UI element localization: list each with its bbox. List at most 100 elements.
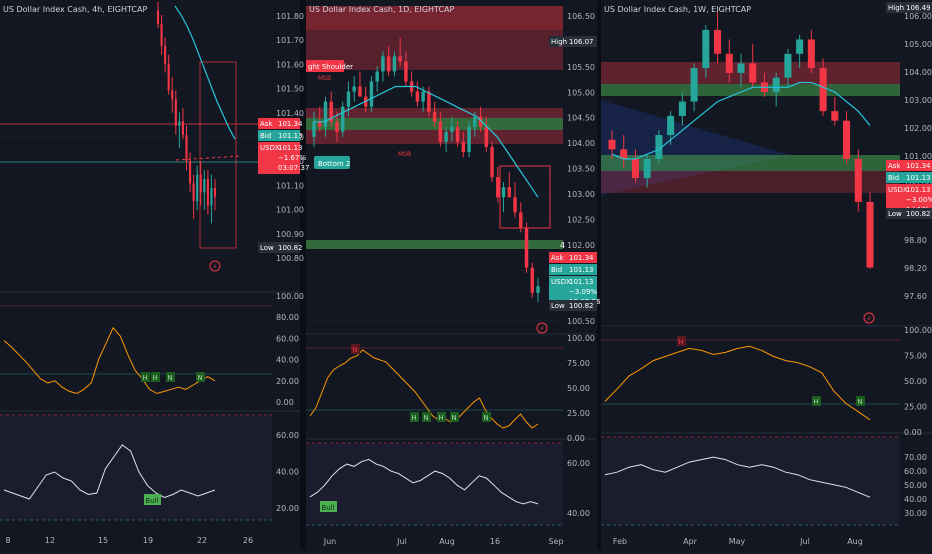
candle-body [206, 179, 209, 206]
bull-signal-label: Bull [321, 504, 334, 512]
price-tag-value: 100.82 [278, 244, 303, 252]
time-tick-label: Aug [847, 537, 863, 546]
price-tag-low [886, 208, 932, 219]
price-tag-bid [258, 130, 300, 141]
osc-tick-label: 50.00 [904, 377, 927, 386]
candle-body [174, 99, 177, 126]
candle-body [831, 111, 839, 121]
candle-body [381, 56, 385, 72]
candle-body [178, 121, 181, 126]
price-tick-label: 101.40 [276, 109, 304, 118]
candle-body [455, 126, 460, 142]
lightning-icon[interactable] [209, 260, 221, 272]
rsi-line [604, 456, 871, 498]
price-tick-label: 101.50 [276, 85, 304, 94]
candle-body [496, 177, 500, 198]
candle-body [369, 81, 374, 107]
divergence-marker-label: H [678, 338, 683, 346]
divergence-marker-label: N [423, 414, 428, 422]
panel-divider [597, 0, 601, 550]
candle-body [185, 134, 188, 162]
candle-body [467, 126, 471, 152]
price-tick-label: 100.90 [276, 230, 304, 239]
range-box [199, 61, 237, 249]
chart-title: US Dollar Index Cash, 1D, EIGHTCAP [309, 5, 455, 14]
time-tick-label: Sep [548, 537, 563, 546]
rsi-band [306, 443, 563, 525]
candle-body [843, 120, 851, 159]
candle-body [199, 174, 202, 193]
osc-tick-label: 25.00 [904, 403, 927, 412]
divergence-marker [482, 412, 491, 422]
candle-body [171, 90, 174, 100]
candle-body [192, 183, 195, 202]
osc-tick-label: 20.00 [276, 377, 299, 386]
candle-body [160, 23, 163, 46]
resistance-zone [306, 130, 563, 144]
annotation-tag [314, 156, 350, 169]
divergence-marker [410, 412, 419, 422]
price-tick-label: 106.00 [904, 12, 932, 21]
rsi-tick-label: 20.00 [276, 504, 299, 513]
demand-zone [601, 155, 900, 171]
candle-body [358, 86, 362, 97]
supply-zone [601, 171, 900, 193]
rsi-line [309, 458, 539, 505]
price-tag-ask [258, 118, 300, 129]
bull-signal-tag [320, 501, 337, 512]
price-tag-value: 101.13 [569, 266, 594, 274]
price-tag-label: Low [888, 210, 902, 218]
candle-body [196, 174, 199, 202]
candle-body [513, 197, 517, 213]
lightning-icon[interactable] [536, 322, 548, 334]
time-tick-label: 8 [5, 536, 10, 545]
divergence-marker [141, 372, 150, 382]
time-tick-label: Jul [799, 537, 810, 546]
osc-tick-label: 100.00 [904, 326, 932, 335]
demand-zone [306, 240, 563, 249]
candle-body [438, 121, 443, 142]
divergence-marker-label: N [483, 414, 488, 422]
price-tag-label: Bid [551, 266, 562, 274]
range-box [499, 165, 551, 229]
price-tag-label: Low [551, 302, 565, 310]
price-tag-low [549, 300, 597, 311]
price-tick-label: 101.60 [276, 60, 304, 69]
time-tick-label: Jun [323, 537, 337, 546]
price-tick-label: 98.20 [904, 264, 927, 273]
lightning-icon-glyph: ⚡ [540, 325, 545, 333]
divergence-marker-label: N [167, 374, 172, 382]
candle-body [737, 63, 745, 73]
lightning-icon-glyph: ⚡ [867, 315, 872, 323]
osc-tick-label: 75.00 [904, 352, 927, 361]
price-tag-ask [549, 252, 597, 263]
lightning-icon[interactable] [863, 312, 875, 324]
price-tick-label: 101.00 [276, 206, 304, 215]
divergence-marker-label: N [352, 346, 357, 354]
osc-tick-label: 0.00 [276, 398, 294, 407]
price-tick-label: 101.80 [276, 12, 304, 21]
msb-label: MSB [398, 151, 411, 158]
divergence-marker [166, 372, 175, 382]
candle-body [643, 158, 651, 179]
price-tick-label: 104.50 [567, 114, 595, 123]
moving-average-line [314, 85, 539, 198]
price-tag-label: Ask [260, 120, 273, 128]
candle-body [725, 53, 733, 73]
candle-body [444, 131, 448, 142]
price-tag-label: Bid [260, 132, 271, 140]
price-tag-value: 101.13 [906, 186, 931, 194]
rsi-tick-label: 60.00 [904, 467, 927, 476]
candle-body [473, 116, 477, 127]
candle-body [156, 10, 160, 24]
msb-label: MSB [318, 75, 331, 82]
price-tag-low [258, 242, 300, 253]
rsi-band [0, 415, 272, 520]
time-tick-label: Apr [683, 537, 698, 546]
pattern-label: ght Shoulder [308, 63, 353, 71]
panel-divider [300, 0, 306, 550]
osc-tick-label: 50.00 [567, 384, 590, 393]
candle-body [352, 86, 356, 92]
divergence-marker-label: H [438, 414, 443, 422]
divergence-marker-label: N [197, 374, 202, 382]
